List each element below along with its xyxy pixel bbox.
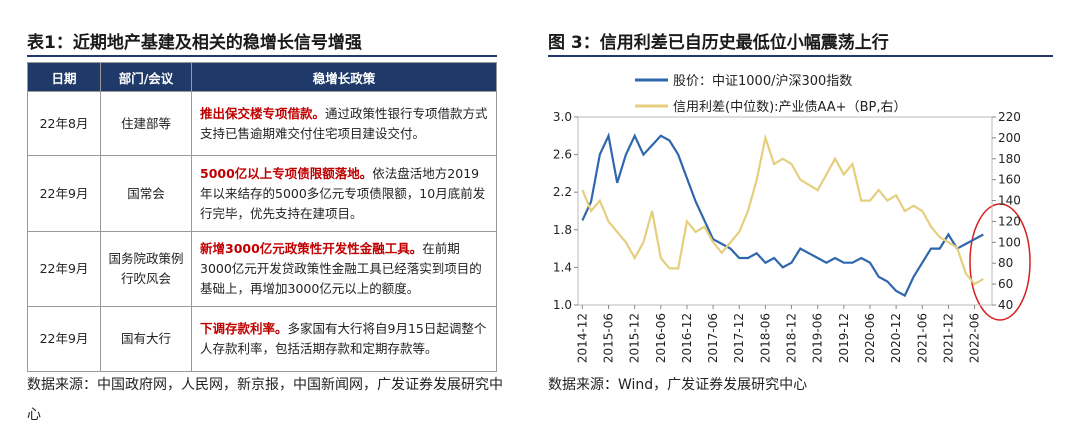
dept-cell: 国有大行 bbox=[100, 306, 192, 372]
date-cell: 22年9月 bbox=[27, 155, 101, 232]
y-tick-label: 2.6 bbox=[553, 148, 572, 162]
policy-cell: 新增3000亿元政策性开发性金融工具。在前期3000亿元开发贷政策性金融工具已经… bbox=[191, 231, 497, 307]
date-cell: 22年8月 bbox=[27, 91, 101, 156]
table-row: 22年9月 国有大行 下调存款利率。多家国有大行将自9月15日起调整个人存款利率，包… bbox=[27, 306, 497, 372]
policy-cell: 5000亿以上专项债限额落地。依法盘活地方2019年以来结存的5000多亿元专项… bbox=[191, 155, 497, 232]
legend-label: 信用利差(中位数):产业债AA+（BP,右） bbox=[673, 100, 906, 115]
table-title: 表1：近期地产基建及相关的稳增长信号增强 bbox=[27, 33, 362, 53]
policy-text: 通过政策性银行专项借款方式支持已售逾期难交付住宅项目建设交付。 bbox=[200, 105, 488, 141]
y2-tick-label: 60 bbox=[998, 277, 1013, 291]
legend-label: 股价：中证1000/沪深300指数 bbox=[673, 73, 852, 89]
series-line bbox=[581, 133, 984, 286]
y2-tick-label: 200 bbox=[998, 131, 1021, 145]
x-tick-label: 2021-06 bbox=[915, 313, 929, 363]
chart: 1.0 1.4 1.8 2.2 2.6 3.0 40 60 80 100 120 140 160 180 2… bbox=[553, 73, 1031, 363]
policy-lead: 推出保交楼专项借款。 bbox=[200, 105, 326, 121]
x-tick-label: 2021-12 bbox=[941, 313, 955, 363]
x-tick-label: 2017-06 bbox=[706, 313, 720, 363]
policy-text: 多家国有大行将自9月15日起调整个人存款利率，包括活期存款和定期存款等。 bbox=[200, 321, 487, 356]
y2-tick-label: 220 bbox=[998, 110, 1021, 124]
table-row: 22年9月 国务院政策例行吹风会 新增3000亿元政策性开发性金融工具。在前期300… bbox=[27, 231, 497, 307]
y2-tick-label: 140 bbox=[998, 194, 1021, 208]
header-cell: 部门/会议 bbox=[100, 62, 192, 92]
policy-text: 在前期3000亿元开发贷政策性金融工具已经落实到项目的基础上，再增加3000亿元… bbox=[200, 241, 482, 296]
y2-tick-label: 160 bbox=[998, 173, 1021, 187]
policy-lead: 5000亿以上专项债限额落地。 bbox=[200, 165, 373, 181]
x-tick-label: 2022-06 bbox=[968, 313, 982, 363]
table-row: 22年9月 国常会 5000亿以上专项债限额落地。依法盘活地方2019年以来结存的5… bbox=[27, 155, 497, 232]
y2-tick-label: 80 bbox=[998, 256, 1013, 270]
policy-cell: 下调存款利率。多家国有大行将自9月15日起调整个人存款利率，包括活期存款和定期存… bbox=[191, 306, 497, 372]
title-rule bbox=[548, 55, 1053, 57]
policy-lead: 下调存款利率。 bbox=[200, 321, 288, 336]
policy-text: 依法盘活地方2019年以来结存的5000多亿元专项债限额，10月底前发行完毕，优… bbox=[200, 165, 486, 221]
x-tick-label: 2018-12 bbox=[785, 313, 799, 363]
x-tick-label: 2019-12 bbox=[837, 313, 851, 363]
x-tick-label: 2016-06 bbox=[654, 313, 668, 363]
date-cell: 22年9月 bbox=[27, 306, 101, 372]
table-source: 数据来源：中国政府网，人民网，新京报，中国新闻网，广发证券发展研究中心 bbox=[27, 377, 503, 423]
header-cell: 日期 bbox=[27, 62, 101, 92]
x-tick-label: 2015-12 bbox=[628, 313, 642, 363]
x-tick-label: 2020-06 bbox=[863, 313, 877, 363]
x-tick-label: 2019-06 bbox=[811, 313, 825, 363]
y2-tick-label: 120 bbox=[998, 214, 1021, 228]
x-tick-label: 2018-06 bbox=[758, 313, 772, 363]
policy-cell: 推出保交楼专项借款。通过政策性银行专项借款方式支持已售逾期难交付住宅项目建设交付… bbox=[191, 91, 497, 156]
x-tick-label: 2016-12 bbox=[680, 313, 694, 363]
policy-table: 日期 部门/会议 稳增长政策 22年8月 住建部等 推出保交楼专项借款。通过政策性银… bbox=[27, 62, 497, 372]
dept-cell: 住建部等 bbox=[100, 91, 192, 156]
dept-cell: 国常会 bbox=[100, 155, 192, 232]
table-row: 22年8月 住建部等 推出保交楼专项借款。通过政策性银行专项借款方式支持已售逾期难交… bbox=[27, 91, 497, 156]
chart-title: 图 3：信用利差已自历史最低位小幅震荡上行 bbox=[548, 33, 889, 53]
series-line bbox=[581, 132, 984, 298]
header-cell: 稳增长政策 bbox=[191, 62, 497, 92]
y2-tick-label: 100 bbox=[998, 235, 1021, 249]
x-tick-label: 2014-12 bbox=[575, 313, 589, 363]
header-row: 日期 部门/会议 稳增长政策 bbox=[27, 62, 497, 92]
x-tick-label: 2020-12 bbox=[889, 313, 903, 363]
title-rule bbox=[27, 55, 497, 57]
y-tick-label: 1.4 bbox=[553, 260, 572, 274]
x-tick-label: 2017-12 bbox=[732, 313, 746, 363]
date-cell: 22年9月 bbox=[27, 231, 101, 307]
highlight-ellipse bbox=[969, 203, 1031, 321]
x-tick-label: 2015-06 bbox=[602, 313, 616, 363]
y-tick-label: 3.0 bbox=[553, 110, 572, 124]
y-tick-label: 1.8 bbox=[553, 223, 572, 237]
plot-frame bbox=[577, 116, 993, 306]
y-tick-label: 2.2 bbox=[553, 185, 572, 199]
y2-tick-label: 180 bbox=[998, 152, 1021, 166]
chart-source: 数据来源：Wind，广发证券发展研究中心 bbox=[548, 377, 808, 393]
y2-tick-label: 40 bbox=[998, 298, 1013, 312]
y-tick-label: 1.0 bbox=[553, 298, 572, 312]
dept-cell: 国务院政策例行吹风会 bbox=[100, 231, 192, 307]
policy-lead: 新增3000亿元政策性开发性金融工具。 bbox=[200, 241, 423, 256]
